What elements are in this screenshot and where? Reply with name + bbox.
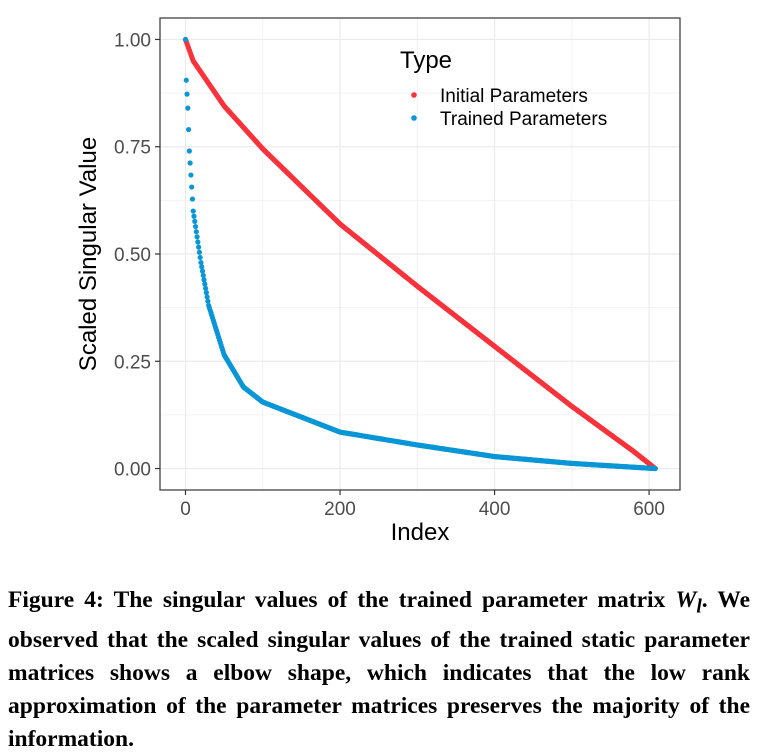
y-tick-label: 0.75 <box>114 138 151 159</box>
chart: 0 200 400 600 0.00 0.25 0.50 0.75 1.00 Index Sca… <box>75 17 681 546</box>
y-tick-label: 0.00 <box>114 460 151 481</box>
data-point <box>202 285 209 291</box>
x-tick-label: 0 <box>180 499 191 520</box>
data-point <box>182 36 189 43</box>
data-point <box>204 294 210 300</box>
caption-text-before: The singular values of the trained param… <box>113 587 666 613</box>
y-tick-label: 0.25 <box>114 352 151 373</box>
data-point <box>191 213 197 219</box>
data-point <box>185 126 192 133</box>
caption-text-after: . We observed that the scaled singular v… <box>8 587 751 752</box>
data-point <box>195 239 201 245</box>
data-point <box>199 264 205 270</box>
figure-caption: Figure 4: The singular values of the tra… <box>8 584 750 756</box>
series-trained-parameters <box>182 36 658 472</box>
data-point <box>199 268 206 274</box>
data-point <box>192 223 199 230</box>
data-point <box>196 244 202 250</box>
gridlines <box>160 18 680 490</box>
data-point <box>194 234 200 240</box>
x-axis-title: Index <box>391 519 450 546</box>
x-tick-label: 600 <box>633 499 665 520</box>
legend-key <box>411 92 417 98</box>
data-point <box>200 272 206 279</box>
axis-ticks: 0 200 400 600 0.00 0.25 0.50 0.75 1.00 <box>114 30 665 520</box>
data-point <box>201 277 207 283</box>
data-point <box>183 77 189 83</box>
data-point <box>197 254 203 261</box>
x-tick-label: 200 <box>324 499 356 520</box>
caption-math-symbol: W <box>675 587 697 613</box>
data-point <box>184 91 190 97</box>
caption-math-subscript: l <box>696 596 702 618</box>
data-point <box>205 298 211 304</box>
data-point <box>189 184 195 190</box>
legend-key <box>411 115 417 121</box>
x-tick-label: 400 <box>479 499 511 520</box>
y-tick-label: 0.50 <box>114 245 151 266</box>
data-point <box>190 208 196 214</box>
data-point <box>202 281 208 287</box>
y-tick-label: 1.00 <box>114 30 151 51</box>
series-initial-parameters <box>182 36 658 472</box>
data-point <box>192 218 198 224</box>
legend-label: Trained Parameters <box>440 109 607 130</box>
data-point <box>203 290 209 296</box>
data-point <box>186 148 192 154</box>
data-points <box>182 36 658 472</box>
data-point <box>196 249 203 255</box>
legend-label: Initial Parameters <box>440 86 588 107</box>
caption-math: Wl <box>675 587 701 618</box>
data-point <box>187 160 193 166</box>
data-point <box>189 196 196 202</box>
data-point <box>188 172 194 178</box>
legend-title: Type <box>400 47 452 74</box>
y-axis-title: Scaled Singular Value <box>75 137 102 371</box>
data-point <box>185 105 191 111</box>
caption-label: Figure 4: <box>8 587 104 613</box>
data-point <box>193 229 199 235</box>
data-point <box>652 465 658 472</box>
data-point <box>198 259 204 266</box>
